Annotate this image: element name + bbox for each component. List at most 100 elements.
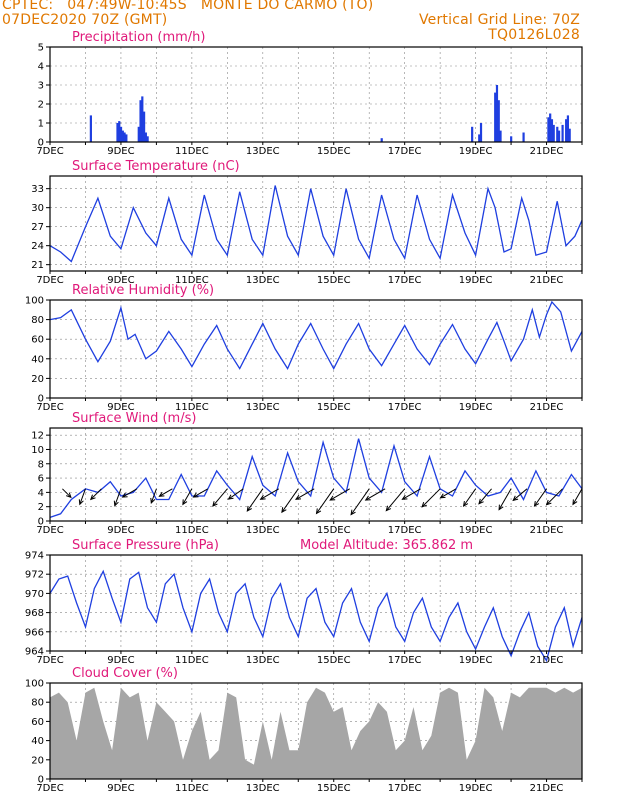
wind-arrow-shaft [246, 488, 264, 512]
wind-arrow-head [212, 501, 218, 507]
y-tick-label: 972 [25, 570, 44, 581]
wind-arrow-head [158, 491, 165, 497]
y-tick-label: 80 [31, 315, 44, 326]
wind-arrow-shaft [329, 488, 350, 501]
y-tick-label: 30 [31, 203, 44, 214]
wind-arrow-head [478, 498, 484, 505]
wind-arrow-head [512, 495, 519, 502]
precip-bar [479, 123, 483, 142]
x-date-label: 15DEC [317, 275, 351, 286]
x-date-label: 11DEC [175, 275, 209, 286]
wind-arrow-shaft [295, 488, 315, 500]
x-date-label: 19DEC [459, 783, 493, 794]
wind-arrow-shaft [572, 488, 583, 505]
x-date-label: 15DEC [317, 525, 351, 536]
wind-arrow-shaft [365, 488, 386, 501]
precip-bar [510, 136, 513, 142]
temperature-title: Surface Temperature (nC) [72, 159, 240, 174]
x-date-label: 17DEC [388, 402, 422, 413]
wind-arrow-head [227, 494, 234, 500]
precipitation-frame [49, 46, 583, 143]
precip-bar [123, 132, 126, 142]
precip-bar [142, 111, 146, 142]
x-date-label: 11DEC [175, 402, 209, 413]
x-date-label: 13DEC [246, 275, 280, 286]
wind-arrow-shaft [193, 488, 209, 498]
pressure-series-line [49, 569, 583, 663]
y-tick-label: 0 [38, 394, 44, 405]
x-date-label: 7DEC [36, 525, 63, 536]
wind-arrow-head [533, 501, 540, 507]
y-tick-label: 966 [25, 627, 44, 638]
wind-arrow-shaft [463, 488, 477, 507]
x-date-label: 21DEC [530, 783, 564, 794]
humidity-panel: 0 20 40 60 80 100 7DEC 9DEC 11DEC 13DEC 15DEC 17DEC… [25, 283, 583, 413]
wind-arrow-head [182, 499, 188, 506]
wind-arrow-head [113, 500, 119, 507]
x-date-label: 13DEC [246, 525, 280, 536]
wind-frame [49, 427, 583, 522]
y-tick-label: 1 [38, 119, 44, 130]
wind-series-line [49, 438, 583, 519]
precip-bar [494, 92, 497, 142]
precip-bar [471, 126, 474, 142]
x-date-label: 9DEC [107, 525, 134, 536]
y-tick-label: 3 [38, 81, 44, 92]
y-tick-label: 4 [38, 62, 44, 73]
x-date-label: 17DEC [388, 525, 422, 536]
x-date-label: 9DEC [107, 146, 134, 157]
wind-arrow-head [421, 501, 427, 508]
y-tick-label: 5 [38, 43, 44, 54]
wind-arrow-shaft [316, 488, 335, 514]
wind-arrow-shaft [498, 488, 512, 510]
run-date: 07DEC2020 70Z (GMT) [2, 12, 168, 28]
wind-arrow-shaft [212, 488, 228, 507]
temperature-plot-area [50, 176, 582, 271]
precip-bar [146, 136, 149, 142]
x-date-label: 19DEC [459, 525, 493, 536]
x-date-label: 11DEC [175, 655, 209, 666]
precip-bar [478, 134, 481, 142]
precip-bar [116, 123, 119, 142]
wind-arrow-shaft [385, 488, 406, 511]
x-date-label: 17DEC [388, 275, 422, 286]
humidity-series-line [49, 300, 583, 371]
wind-arrow-head [315, 508, 322, 515]
y-tick-label: 964 [25, 647, 44, 658]
wind-arrow-shaft [114, 488, 122, 506]
wind-panel: 0 2 4 6 8 10 12 7DEC 9DEC 11DEC 13DEC 15DEC 17DEC 19D… [31, 411, 583, 536]
pressure-frame [49, 554, 583, 652]
x-date-label: 21DEC [530, 525, 564, 536]
y-tick-label: 40 [31, 354, 44, 365]
vertical-grid-line-note: Vertical Grid Line: 70Z [418, 12, 580, 28]
y-tick-label: 10 [31, 445, 44, 456]
x-date-label: 19DEC [459, 655, 493, 666]
wind-arrow-head [281, 507, 287, 514]
wind-title: Surface Wind (m/s) [72, 411, 196, 426]
precipitation-panel: 0 1 2 3 4 5 7DEC 9DEC 11DEC 13DEC 15DEC 17DEC 19DEC 2… [36, 30, 583, 157]
x-date-label: 7DEC [36, 402, 63, 413]
humidity-plot-area [50, 300, 582, 398]
precip-bar [565, 119, 568, 142]
x-date-label: 13DEC [246, 146, 280, 157]
wind-arrow-head [545, 499, 552, 506]
x-date-label: 9DEC [107, 275, 134, 286]
wind-arrow-shaft [159, 488, 173, 497]
y-tick-label: 20 [31, 755, 44, 766]
y-tick-label: 2 [38, 100, 44, 111]
wind-arrow-head [259, 494, 266, 500]
wind-arrow-head [364, 495, 371, 501]
wind-arrow-head [150, 497, 156, 504]
wind-arrow-shaft [228, 488, 244, 500]
wind-arrow-shaft [62, 488, 72, 498]
wind-arrow-shaft [90, 488, 102, 500]
wind-arrow-head [462, 501, 469, 507]
y-tick-label: 40 [31, 736, 44, 747]
precip-bar [550, 119, 554, 142]
precip-bar [499, 130, 502, 142]
precip-bar [552, 124, 555, 142]
wind-arrow-shaft [182, 488, 193, 505]
y-tick-label: 970 [25, 589, 44, 600]
precip-bar [561, 124, 564, 142]
precip-bar [125, 134, 128, 142]
